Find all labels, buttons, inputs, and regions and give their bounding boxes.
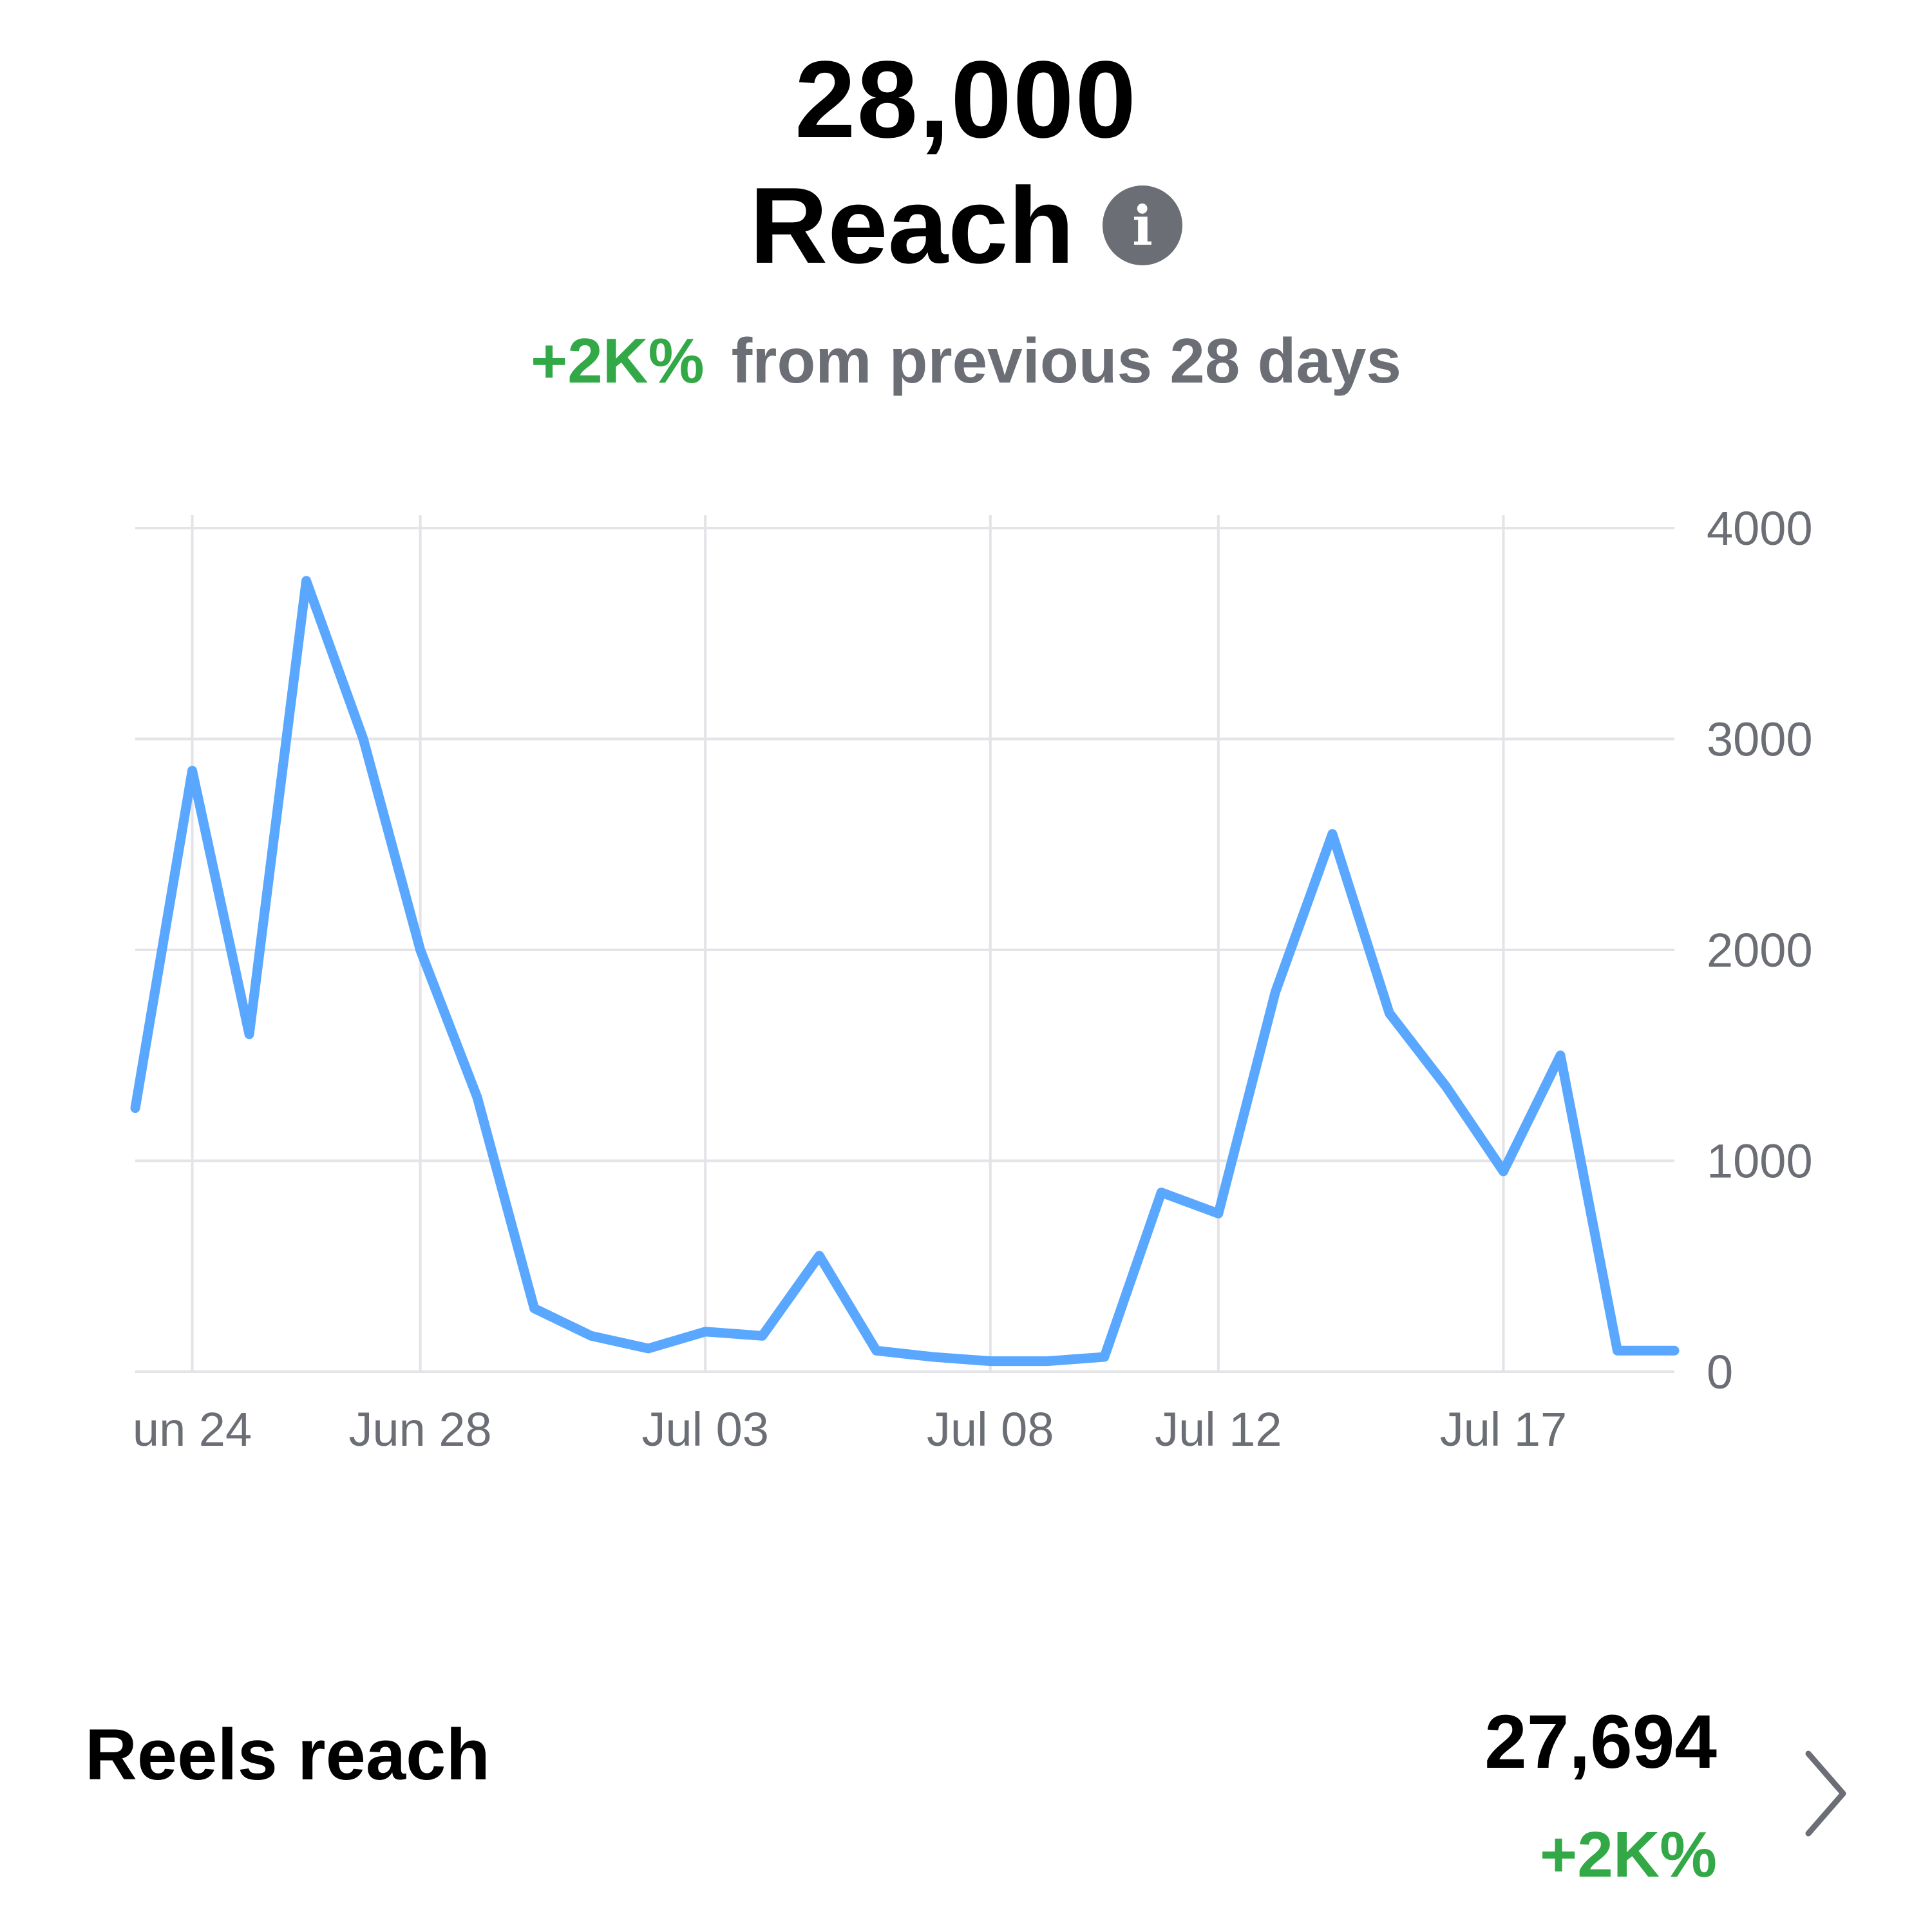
reach-data-point (1328, 829, 1337, 838)
change-summary: +2K% from previous 28 days (0, 322, 1932, 399)
y-tick-label: 2000 (1707, 923, 1813, 977)
reach-data-point (872, 1346, 881, 1355)
reach-data-point (1214, 1209, 1223, 1218)
reach-data-point (1100, 1352, 1109, 1361)
reach-data-point (815, 1251, 824, 1260)
reach-data-point (1271, 988, 1280, 997)
reels-reach-value: 27,694 (1484, 1700, 1717, 1785)
y-tick-label: 0 (1707, 1345, 1733, 1399)
chart-vertical-gridlines (191, 515, 1505, 1372)
chart-series-layer (130, 576, 1680, 1367)
reach-data-point (1613, 1346, 1622, 1355)
x-tick-label: Jul 03 (641, 1403, 768, 1456)
x-tick-label: un 24 (133, 1403, 252, 1456)
y-tick-label: 3000 (1707, 713, 1813, 766)
chart-horizontal-gridlines (135, 527, 1674, 1373)
chart-y-axis-labels: 4000 3000 2000 1000 0 (1707, 502, 1813, 1399)
reach-data-point (245, 1030, 254, 1039)
info-icon[interactable]: i (1103, 185, 1183, 265)
reach-data-point (1556, 1051, 1565, 1060)
reach-data-point (188, 766, 197, 775)
change-comparison-text: from previous 28 days (731, 325, 1401, 396)
reach-data-point (302, 576, 311, 585)
reach-data-point (416, 945, 425, 954)
reach-data-point (473, 1093, 482, 1102)
reels-reach-label: Reels reach (85, 1714, 490, 1795)
reels-reach-change: +2K% (1539, 1819, 1717, 1891)
y-tick-label: 4000 (1707, 502, 1813, 555)
reach-data-point (929, 1352, 938, 1361)
reach-data-point (758, 1331, 767, 1340)
reach-line-chart: 4000 3000 2000 1000 0 un 24 Jun 28 Jul 03 Jul 0… (130, 502, 1813, 1456)
reach-data-point (1157, 1188, 1166, 1197)
reach-data-point (1499, 1167, 1508, 1176)
y-tick-label: 1000 (1707, 1135, 1813, 1188)
reach-data-point (986, 1357, 995, 1366)
x-tick-label: Jul 17 (1440, 1403, 1567, 1456)
change-percent: +2K% (531, 325, 705, 396)
x-tick-label: Jul 08 (927, 1403, 1054, 1456)
reach-total-value: 28,000 (795, 39, 1137, 161)
reach-data-point (530, 1304, 539, 1313)
reach-data-point (1385, 1009, 1394, 1018)
reach-data-point (587, 1331, 596, 1340)
metric-title: Reach (749, 165, 1075, 286)
chart-x-axis-labels: un 24 Jun 28 Jul 03 Jul 08 Jul 12 Jul 17 (133, 1403, 1567, 1456)
x-tick-label: Jul 12 (1155, 1403, 1282, 1456)
reach-data-point (701, 1327, 710, 1336)
reach-series-line (130, 576, 1680, 1367)
reach-data-point (131, 1104, 140, 1113)
reach-data-point (644, 1344, 653, 1353)
chevron-right-icon[interactable] (1803, 1748, 1848, 1839)
reach-data-point (359, 735, 368, 744)
reach-data-point (1442, 1083, 1451, 1092)
x-tick-label: Jun 28 (348, 1403, 491, 1456)
reach-data-point (1670, 1346, 1679, 1355)
metric-title-row: Reach i (0, 164, 1932, 287)
reach-data-point (1043, 1357, 1052, 1366)
